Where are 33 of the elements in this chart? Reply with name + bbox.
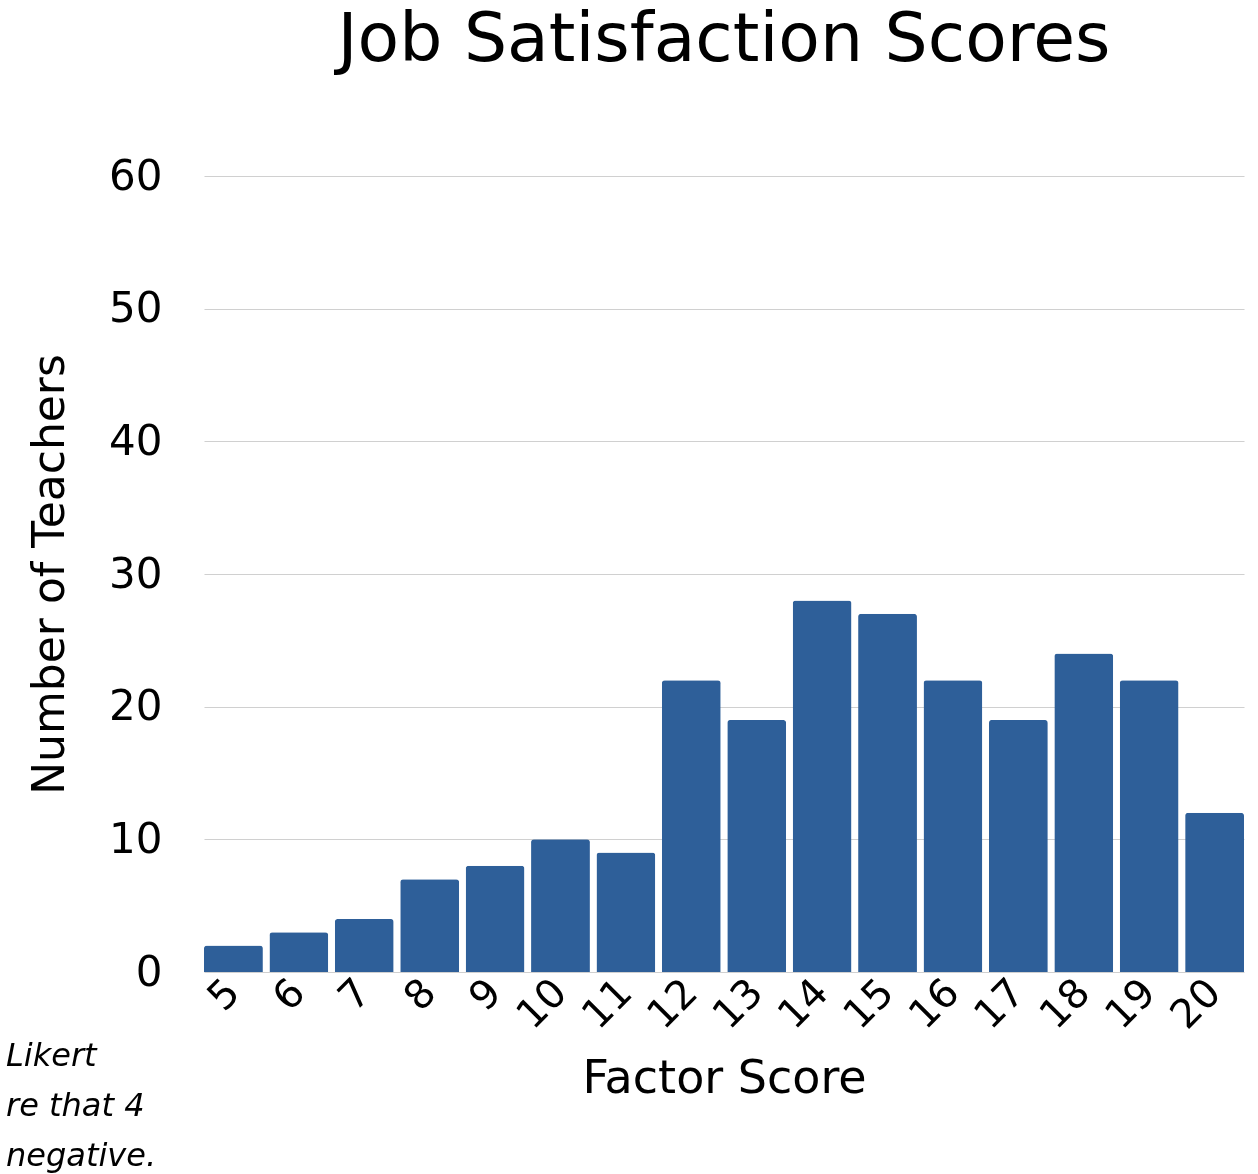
bar (269, 932, 329, 972)
x-axis-title: Factor Score (582, 1049, 867, 1104)
x-tick-label: 8 (393, 968, 445, 1020)
bar (1119, 680, 1179, 972)
bar (531, 839, 590, 972)
bar (204, 945, 263, 972)
bar (400, 879, 460, 972)
y-tick-label: 60 (109, 150, 163, 200)
bar (465, 865, 525, 972)
bar (334, 918, 394, 972)
x-tick-label: 5 (197, 968, 249, 1020)
x-tick-label: 7 (328, 968, 380, 1020)
text: re that 4 (6, 1086, 145, 1124)
y-tick-label: 20 (109, 681, 163, 731)
y-tick-label: 40 (109, 415, 163, 465)
y-tick-label: 30 (109, 548, 163, 598)
bar (727, 719, 787, 972)
y-tick-label: 0 (135, 946, 163, 996)
y-tick-label: 10 (109, 813, 163, 863)
x-tick-label: 6 (263, 968, 314, 1020)
bar (661, 680, 721, 972)
bar (1054, 653, 1114, 972)
y-tick-label: 50 (109, 283, 163, 333)
text: negative. (6, 1136, 157, 1174)
bar (988, 719, 1048, 972)
bar (858, 613, 917, 972)
bar (1185, 812, 1244, 972)
chart-title: Job Satisfaction Scores (333, 0, 1111, 77)
y-axis-title: Number of Teachers (23, 354, 75, 795)
bar (923, 680, 983, 972)
bar (596, 852, 656, 972)
bar (792, 600, 852, 972)
text: Likert (6, 1036, 99, 1074)
